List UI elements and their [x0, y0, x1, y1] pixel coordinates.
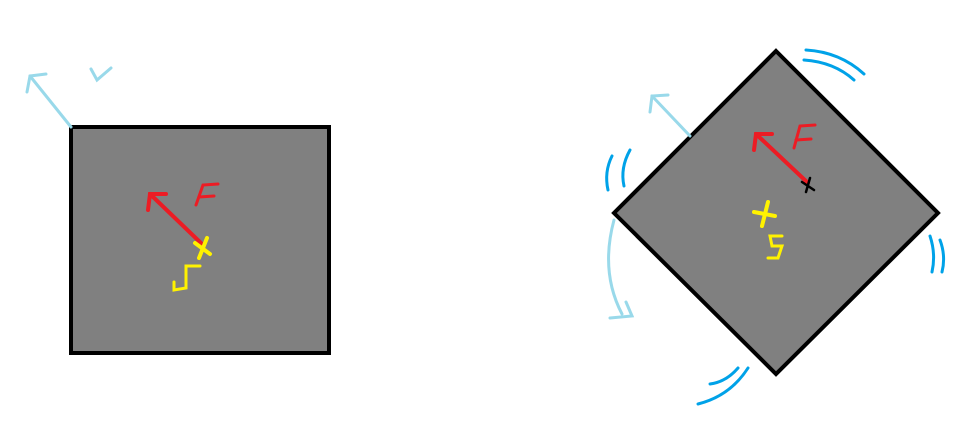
- left-force-label: [194, 182, 220, 207]
- rotation-arc-top-2: [802, 58, 856, 82]
- right-force-label: [792, 123, 817, 150]
- rotation-arc-bottom-2: [708, 366, 740, 386]
- left-velocity-arrow: [25, 72, 73, 129]
- rotation-arc-top-1: [804, 48, 866, 76]
- left-com-marker: [193, 236, 212, 260]
- left-com-label: [172, 264, 202, 292]
- right-pivot-marker: [800, 176, 816, 194]
- right-figure: [605, 48, 946, 406]
- right-force-arrow: [752, 132, 810, 185]
- left-velocity-label: [89, 66, 113, 83]
- rotation-arc-left-1: [605, 154, 614, 192]
- right-com-marker: [752, 200, 777, 228]
- rotation-arc-bottom-1: [696, 366, 750, 406]
- rotation-arc-left-2: [621, 148, 632, 188]
- right-box: [611, 48, 941, 377]
- right-velocity-arrow: [648, 93, 692, 138]
- left-figure: [25, 66, 331, 355]
- right-rotation-marks: [605, 48, 946, 406]
- right-com-label: [766, 234, 785, 260]
- rotation-arc-right-2: [938, 238, 946, 274]
- rotation-arc-right-1: [928, 234, 936, 274]
- right-rotation-arrow: [607, 218, 635, 320]
- left-force-arrow: [146, 192, 205, 247]
